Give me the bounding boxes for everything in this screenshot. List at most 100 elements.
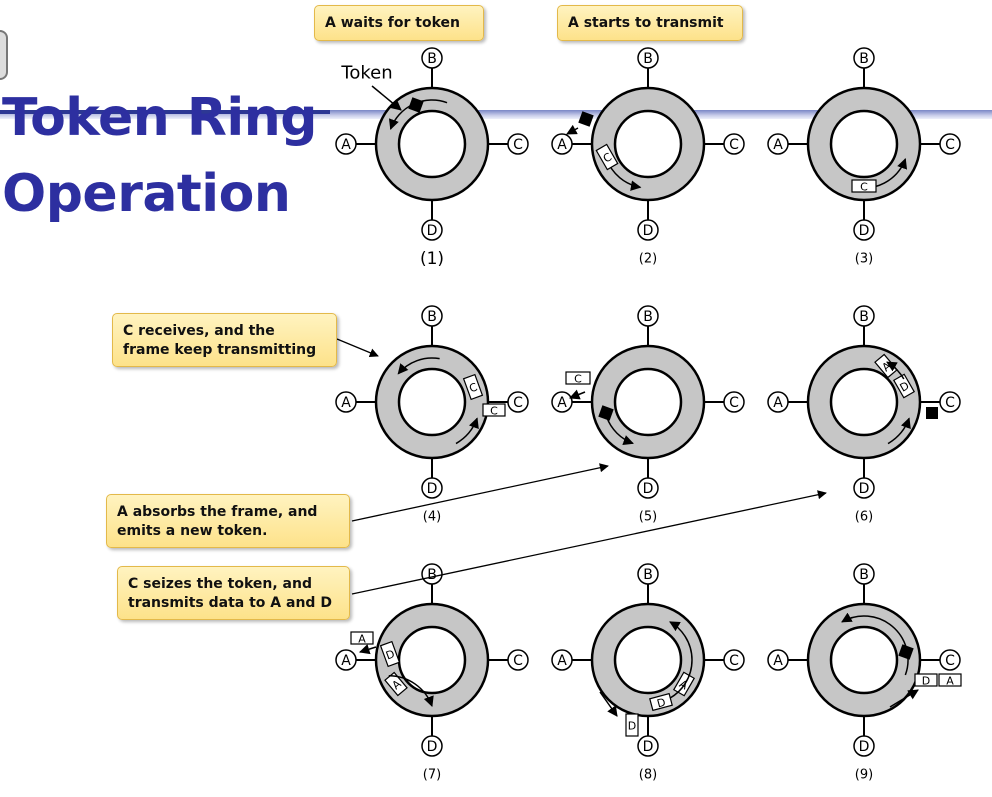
callout-a-absorbs: A absorbs the frame, and emits a new tok… — [106, 494, 350, 548]
station-b — [637, 563, 659, 585]
ring-inner — [829, 625, 899, 695]
frame-box — [851, 179, 877, 193]
station-a — [767, 133, 789, 155]
token — [578, 111, 594, 127]
ring-inner — [829, 367, 899, 437]
station-d — [853, 219, 875, 241]
station-b — [853, 47, 875, 69]
station-label-a: A — [557, 653, 567, 669]
frame-d: D — [649, 692, 673, 712]
station-label-c: C — [513, 653, 523, 669]
frame-box — [625, 713, 639, 737]
frame-box — [462, 373, 484, 401]
station-label-b: B — [427, 567, 437, 583]
station-label-c: C — [513, 395, 523, 411]
frame-box — [649, 692, 673, 712]
station-label-a: A — [341, 137, 351, 153]
token — [898, 644, 914, 660]
token-path-arrow — [841, 612, 909, 676]
station-c — [507, 649, 529, 671]
frame-label: A — [358, 633, 366, 646]
frame-label: C — [860, 181, 868, 194]
station-b — [421, 305, 443, 327]
panel-label-6: (6) — [855, 510, 873, 525]
ring-panel-2: A B C D (2) — [551, 47, 745, 267]
station-a — [551, 391, 573, 413]
slide-title-line-1: Token Ring — [2, 88, 317, 148]
station-label-c: C — [513, 137, 523, 153]
station-label-b: B — [859, 51, 869, 67]
station-label-c: C — [729, 137, 739, 153]
frame-path-arrow — [397, 357, 440, 375]
station-d — [421, 477, 443, 499]
frame-box — [595, 143, 619, 171]
frame-box — [938, 673, 962, 687]
station-label-c: C — [729, 395, 739, 411]
frame-arrive-arrow — [455, 417, 479, 445]
station-c — [939, 133, 961, 155]
frame-box — [914, 673, 938, 687]
callout-c-receives: C receives, and the frame keep transmitt… — [112, 313, 337, 367]
frame-c: C — [851, 179, 877, 194]
token — [926, 407, 938, 419]
station-a — [551, 133, 573, 155]
station-label-d: D — [643, 223, 654, 239]
station-label-d: D — [427, 481, 438, 497]
station-a — [335, 649, 357, 671]
ring-inner — [397, 109, 467, 179]
callout-pointer-a-absorbs — [351, 463, 609, 522]
station-label-b: B — [859, 567, 869, 583]
station-label-b: B — [427, 309, 437, 325]
station-d — [637, 219, 659, 241]
station-c — [723, 649, 745, 671]
callout-pointer-c-receives — [336, 338, 379, 358]
ring-inner — [397, 367, 467, 437]
station-a — [335, 391, 357, 413]
frame-c: C — [462, 373, 484, 401]
callout-pointer-c-seizes — [351, 490, 827, 595]
frame-path-arrow — [669, 621, 693, 699]
ring-panel-3: A B C D (3) — [767, 47, 961, 267]
frame-label: D — [384, 647, 396, 662]
station-label-b: B — [643, 51, 653, 67]
callout-a-starts-to-transmit: A starts to transmit — [557, 5, 743, 41]
station-d — [637, 477, 659, 499]
ring-inner — [613, 367, 683, 437]
station-b — [853, 563, 875, 585]
ring-inner — [613, 625, 683, 695]
station-d — [637, 735, 659, 757]
station-c — [939, 391, 961, 413]
station-label-d: D — [859, 481, 870, 497]
station-label-b: B — [427, 51, 437, 67]
station-c — [507, 391, 529, 413]
frame-label: D — [922, 675, 930, 688]
station-label-c: C — [729, 653, 739, 669]
panel-label-1: (1) — [420, 249, 444, 269]
station-label-d: D — [427, 739, 438, 755]
token-path-arrow — [605, 416, 634, 446]
station-c — [939, 649, 961, 671]
frame-label: D — [628, 720, 636, 733]
station-label-a: A — [773, 395, 783, 411]
panel-label-2: (2) — [639, 252, 657, 267]
callout-c-seizes: C seizes the token, and transmits data t… — [117, 566, 350, 620]
frame-label: D — [655, 696, 667, 711]
frame-box — [482, 403, 506, 417]
station-a — [335, 133, 357, 155]
frame-label: C — [468, 380, 480, 395]
station-label-a: A — [557, 395, 567, 411]
station-label-d: D — [427, 223, 438, 239]
station-d — [853, 477, 875, 499]
frame-exit-arrow — [889, 689, 919, 708]
frame-box — [565, 371, 591, 385]
station-label-a: A — [341, 653, 351, 669]
station-a — [767, 649, 789, 671]
station-b — [637, 305, 659, 327]
frame-to-a-arrow — [358, 644, 377, 655]
frame-c-out: C — [482, 403, 506, 418]
station-d — [853, 735, 875, 757]
ring-panel-1: A B C D (1) — [335, 47, 529, 269]
token-pointer — [371, 85, 402, 111]
station-b — [853, 305, 875, 327]
